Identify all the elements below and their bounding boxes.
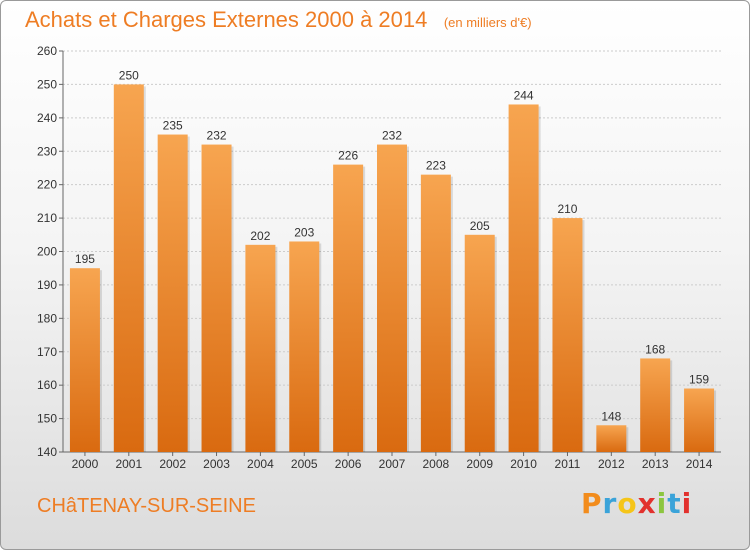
y-tick-label: 260 [37, 44, 57, 58]
x-tick-label: 2013 [642, 457, 669, 471]
data-label: 226 [338, 149, 358, 163]
y-tick-label: 190 [37, 278, 57, 292]
x-tick-label: 2005 [291, 457, 318, 471]
data-label: 195 [75, 252, 95, 266]
chart-subtitle: (en milliers d'€) [443, 15, 532, 30]
data-label: 232 [207, 129, 227, 143]
y-tick-label: 210 [37, 211, 57, 225]
bar [420, 174, 451, 452]
x-tick-label: 2001 [115, 457, 142, 471]
logo-letter: o [617, 487, 638, 520]
bar [333, 164, 364, 452]
data-label: 232 [382, 129, 402, 143]
logo-letter: r [602, 487, 618, 520]
y-tick-label: 170 [37, 345, 57, 359]
logo-letter: P [581, 487, 603, 520]
bar [596, 425, 627, 452]
x-tick-label: 2014 [686, 457, 713, 471]
bar [508, 104, 539, 452]
data-label: 244 [514, 88, 534, 102]
logo-letter: i [656, 487, 668, 520]
x-tick-label: 2002 [159, 457, 186, 471]
x-tick-label: 2003 [203, 457, 230, 471]
y-tick-label: 220 [37, 178, 57, 192]
bar [201, 144, 232, 453]
bar [377, 144, 407, 453]
y-tick-label: 150 [37, 412, 57, 426]
logo-letter: t [667, 487, 682, 520]
logo-letter: i [681, 487, 693, 520]
data-label: 168 [645, 342, 665, 356]
bar [289, 241, 320, 452]
x-tick-label: 2007 [379, 457, 406, 471]
y-tick-label: 230 [37, 144, 57, 158]
bar [640, 358, 671, 452]
y-tick-label: 140 [37, 445, 57, 459]
y-tick-label: 200 [37, 245, 57, 259]
data-label: 203 [294, 225, 314, 239]
y-tick-label: 240 [37, 111, 57, 125]
data-label: 210 [557, 202, 577, 216]
bar [157, 134, 188, 452]
logo-letter: x [637, 487, 657, 520]
y-tick-label: 250 [37, 77, 57, 91]
data-label: 205 [470, 219, 490, 233]
y-tick-label: 180 [37, 311, 57, 325]
bar [552, 218, 583, 452]
x-tick-label: 2000 [72, 457, 99, 471]
x-tick-label: 2006 [335, 457, 362, 471]
data-label: 235 [163, 119, 183, 133]
proxiti-logo[interactable]: Proxiti [581, 487, 692, 520]
data-label: 202 [250, 229, 270, 243]
data-label: 250 [119, 68, 139, 82]
title-row: Achats et Charges Externes 2000 à 2014 (… [25, 7, 532, 33]
x-tick-label: 2011 [555, 457, 581, 471]
data-label: 159 [689, 373, 709, 387]
x-tick-label: 2012 [598, 457, 625, 471]
y-tick-label: 160 [37, 378, 57, 392]
chart-title: Achats et Charges Externes 2000 à 2014 [25, 7, 428, 32]
x-tick-label: 2004 [247, 457, 274, 471]
bar [69, 268, 100, 452]
bar [113, 84, 144, 453]
data-label: 148 [601, 409, 621, 423]
bar [464, 234, 495, 452]
x-tick-label: 2008 [423, 457, 450, 471]
commune-name: CHâTENAY-SUR-SEINE [37, 495, 256, 517]
x-tick-label: 2009 [466, 457, 493, 471]
bar [245, 244, 276, 452]
x-tick-label: 2010 [510, 457, 537, 471]
data-label: 223 [426, 159, 446, 173]
bar [684, 388, 715, 452]
